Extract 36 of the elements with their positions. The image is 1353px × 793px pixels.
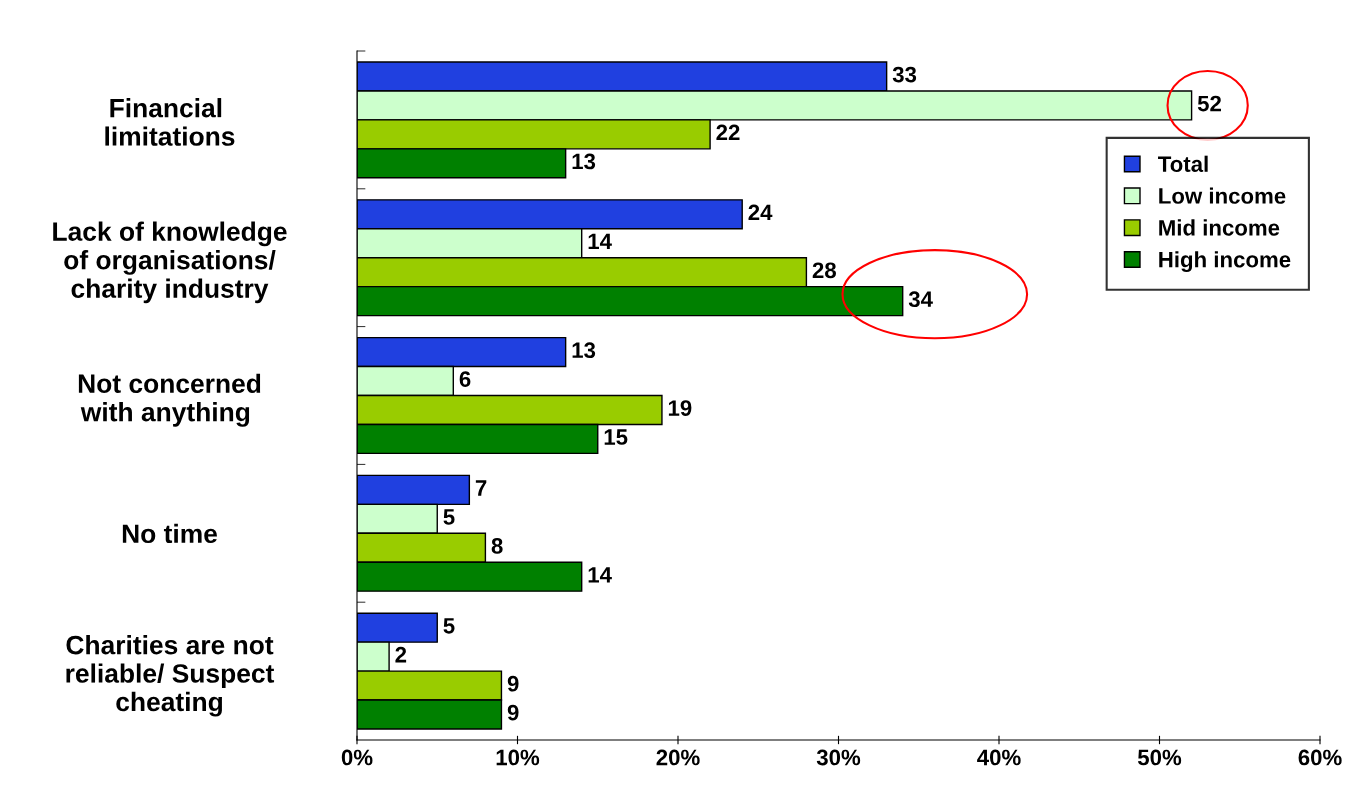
y-tick-label: Charities are not reliable/ Suspect cheating [66,635,275,717]
y-tick-label: Lack of knowledge of organisations/ charity industry [53,221,287,304]
data-label: 52 [1197,95,1221,112]
data-label: 5 [443,618,455,634]
data-label: 14 [588,567,612,583]
legend-label: High income [1159,251,1291,272]
data-label: 28 [812,262,836,279]
legend-label: Low income [1159,187,1286,204]
y-tick-label: No time [122,523,217,544]
data-label: 19 [668,400,692,416]
data-label: 9 [507,704,519,721]
legend-label: Total [1158,155,1208,172]
data-label: 22 [716,124,740,141]
x-tick-label: 50% [1137,749,1182,766]
x-tick-label: 40% [977,749,1021,766]
data-label: 6 [459,371,471,387]
data-label: 5 [443,509,455,525]
x-tick-label: 10% [496,749,540,766]
data-label: 8 [491,538,503,554]
data-label: 13 [572,153,596,170]
x-tick-label: 30% [816,749,861,766]
data-label: 33 [892,66,917,83]
x-tick-label: 20% [656,749,700,766]
x-tick-label: 60% [1298,749,1342,766]
data-label: 14 [588,233,612,249]
data-label: 13 [572,342,596,359]
data-label: 7 [475,480,487,496]
legend-label: Mid income [1159,219,1280,236]
x-tick-label: 0% [341,749,373,766]
y-tick-label: Not concerned with anything [78,373,261,427]
data-label: 34 [908,291,933,308]
data-label: 2 [395,646,407,663]
y-tick-label: Financial limitations [105,98,235,146]
data-label: 15 [604,429,628,445]
data-label: 24 [748,204,773,221]
data-label: 9 [507,675,519,692]
